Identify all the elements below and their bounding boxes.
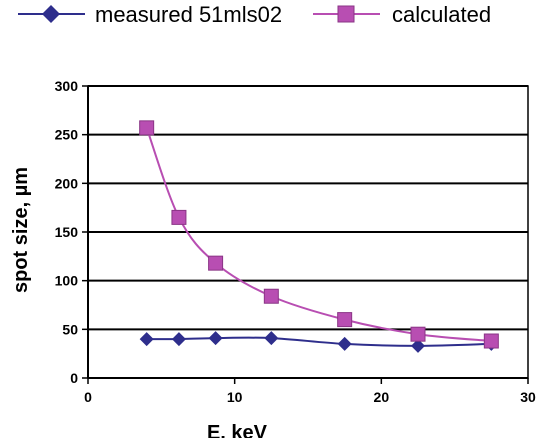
y-tick-label: 250 bbox=[55, 127, 79, 143]
legend-marker-measured bbox=[42, 5, 60, 23]
legend-label-measured: measured 51mls02 bbox=[95, 2, 282, 27]
y-tick-label: 200 bbox=[55, 175, 79, 191]
data-point bbox=[411, 338, 425, 353]
data-point bbox=[483, 333, 499, 349]
x-tick-label: 10 bbox=[227, 389, 243, 405]
y-tick-label: 100 bbox=[55, 273, 79, 289]
data-point bbox=[139, 332, 154, 347]
x-tick-label: 20 bbox=[374, 389, 390, 405]
data-point bbox=[410, 326, 426, 342]
data-point bbox=[171, 332, 186, 347]
legend-label-calculated: calculated bbox=[392, 2, 491, 27]
data-point bbox=[139, 120, 155, 136]
data-point bbox=[337, 336, 352, 351]
data-point bbox=[171, 209, 187, 225]
x-tick-label: 30 bbox=[520, 389, 536, 405]
legend: measured 51mls02 calculated bbox=[18, 2, 491, 27]
series-1 bbox=[139, 120, 499, 349]
y-tick-label: 0 bbox=[70, 370, 78, 386]
data-point bbox=[264, 331, 279, 346]
y-tick-label: 50 bbox=[62, 321, 78, 337]
data-marks bbox=[139, 120, 499, 353]
data-point bbox=[208, 255, 224, 271]
data-point bbox=[337, 312, 353, 328]
x-tick-label: 0 bbox=[84, 389, 92, 405]
data-point bbox=[208, 331, 223, 346]
data-point bbox=[263, 288, 279, 304]
y-tick-label: 300 bbox=[55, 78, 79, 94]
y-axis-title: spot size, µm bbox=[10, 167, 32, 293]
axes: 0 50 100 150 200 250 300 0 10 20 30 bbox=[55, 78, 536, 405]
x-axis-title: E, keV bbox=[207, 422, 268, 438]
y-tick-label: 150 bbox=[55, 224, 79, 240]
legend-marker-calculated bbox=[337, 5, 355, 23]
